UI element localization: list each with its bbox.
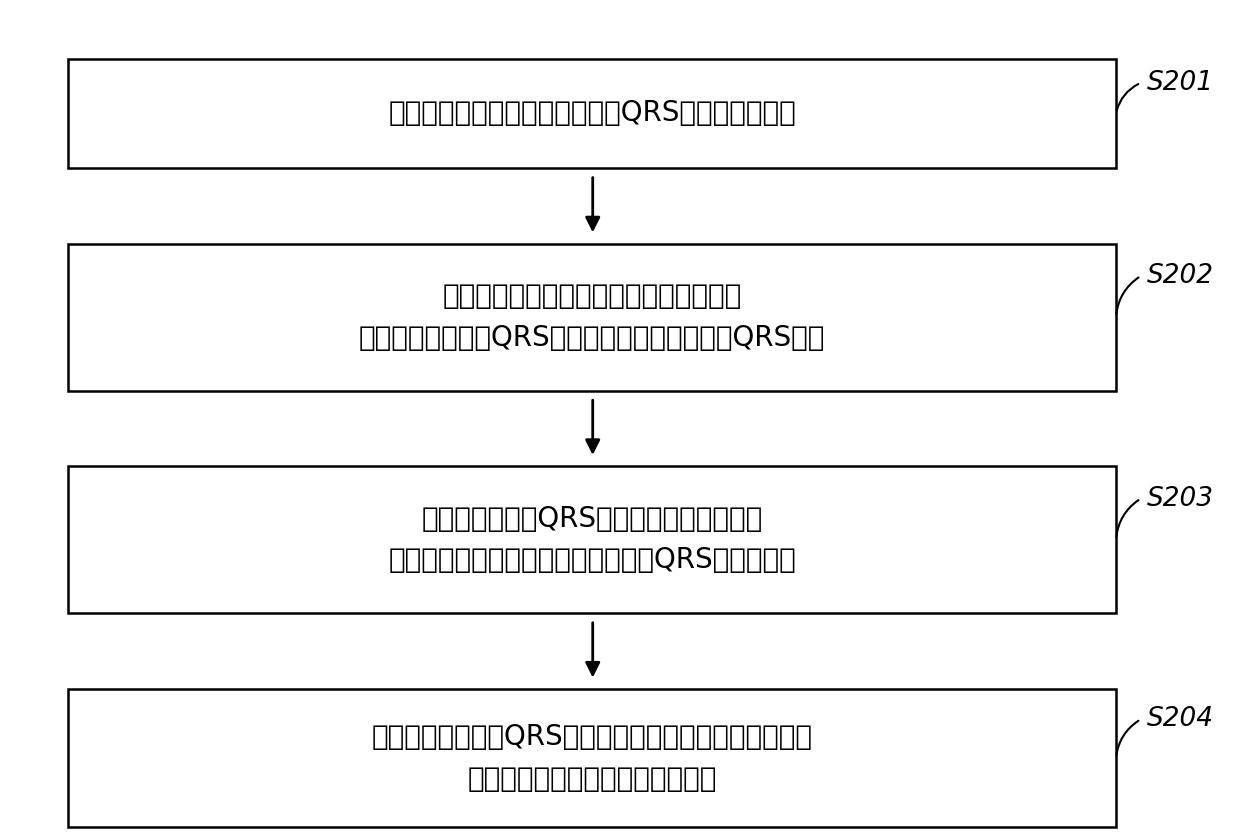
Bar bbox=[68, 466, 1116, 613]
Text: 基于每个心拍的QRS波群数与采集各导联的
心电信号的导联数，计算出该心拍的QRS波群检出比: 基于每个心拍的QRS波群数与采集各导联的 心电信号的导联数，计算出该心拍的QRS… bbox=[388, 505, 796, 575]
Bar bbox=[68, 59, 1116, 168]
Bar bbox=[68, 689, 1116, 827]
Text: S203: S203 bbox=[1147, 486, 1214, 512]
Text: S204: S204 bbox=[1147, 706, 1214, 732]
Text: 至少将每个心拍的QRS波群检出比，作为该心拍的特征量
，输入训练好的分类模型进行分类: 至少将每个心拍的QRS波群检出比，作为该心拍的特征量 ，输入训练好的分类模型进行… bbox=[372, 723, 812, 793]
Text: 获取各导联的心电信号被检出的QRS波群的位置数据: 获取各导联的心电信号被检出的QRS波群的位置数据 bbox=[388, 99, 796, 128]
Text: 基于所获取的位置数据，识别出各导联的
心电信号被检出的QRS波群中，属于同一心拍的QRS波群: 基于所获取的位置数据，识别出各导联的 心电信号被检出的QRS波群中，属于同一心拍… bbox=[358, 282, 826, 352]
Text: S202: S202 bbox=[1147, 263, 1214, 289]
Text: S201: S201 bbox=[1147, 70, 1214, 96]
Bar bbox=[68, 244, 1116, 391]
